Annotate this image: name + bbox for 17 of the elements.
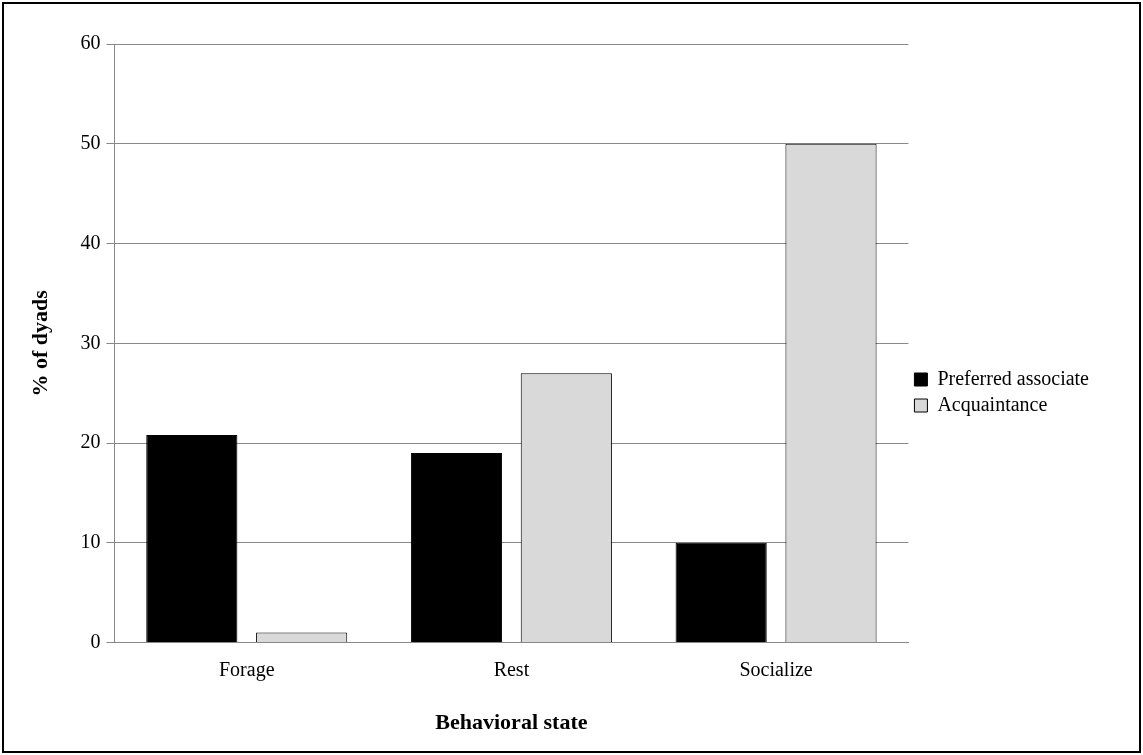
y-tick-label: 0 [90, 629, 101, 652]
y-tick-label: 20 [80, 430, 101, 453]
y-tick-label: 30 [80, 330, 101, 353]
y-tick-label: 60 [80, 31, 101, 54]
y-tick-label: 40 [80, 230, 101, 253]
x-axis-title: Behavioral state [435, 709, 588, 735]
bar [675, 542, 767, 643]
bar [146, 435, 238, 643]
legend-label: Preferred associate [937, 366, 1090, 389]
bar [410, 453, 503, 643]
legend-label: Acquaintance [937, 392, 1048, 416]
x-tick-label: Socialize [739, 657, 813, 680]
x-tick-label: Rest [493, 657, 530, 680]
y-tick-label: 50 [80, 131, 101, 154]
y-tick-label: 10 [80, 530, 101, 553]
x-tick-label: Forage [218, 657, 275, 681]
y-axis-title: % of dyads [26, 289, 52, 397]
